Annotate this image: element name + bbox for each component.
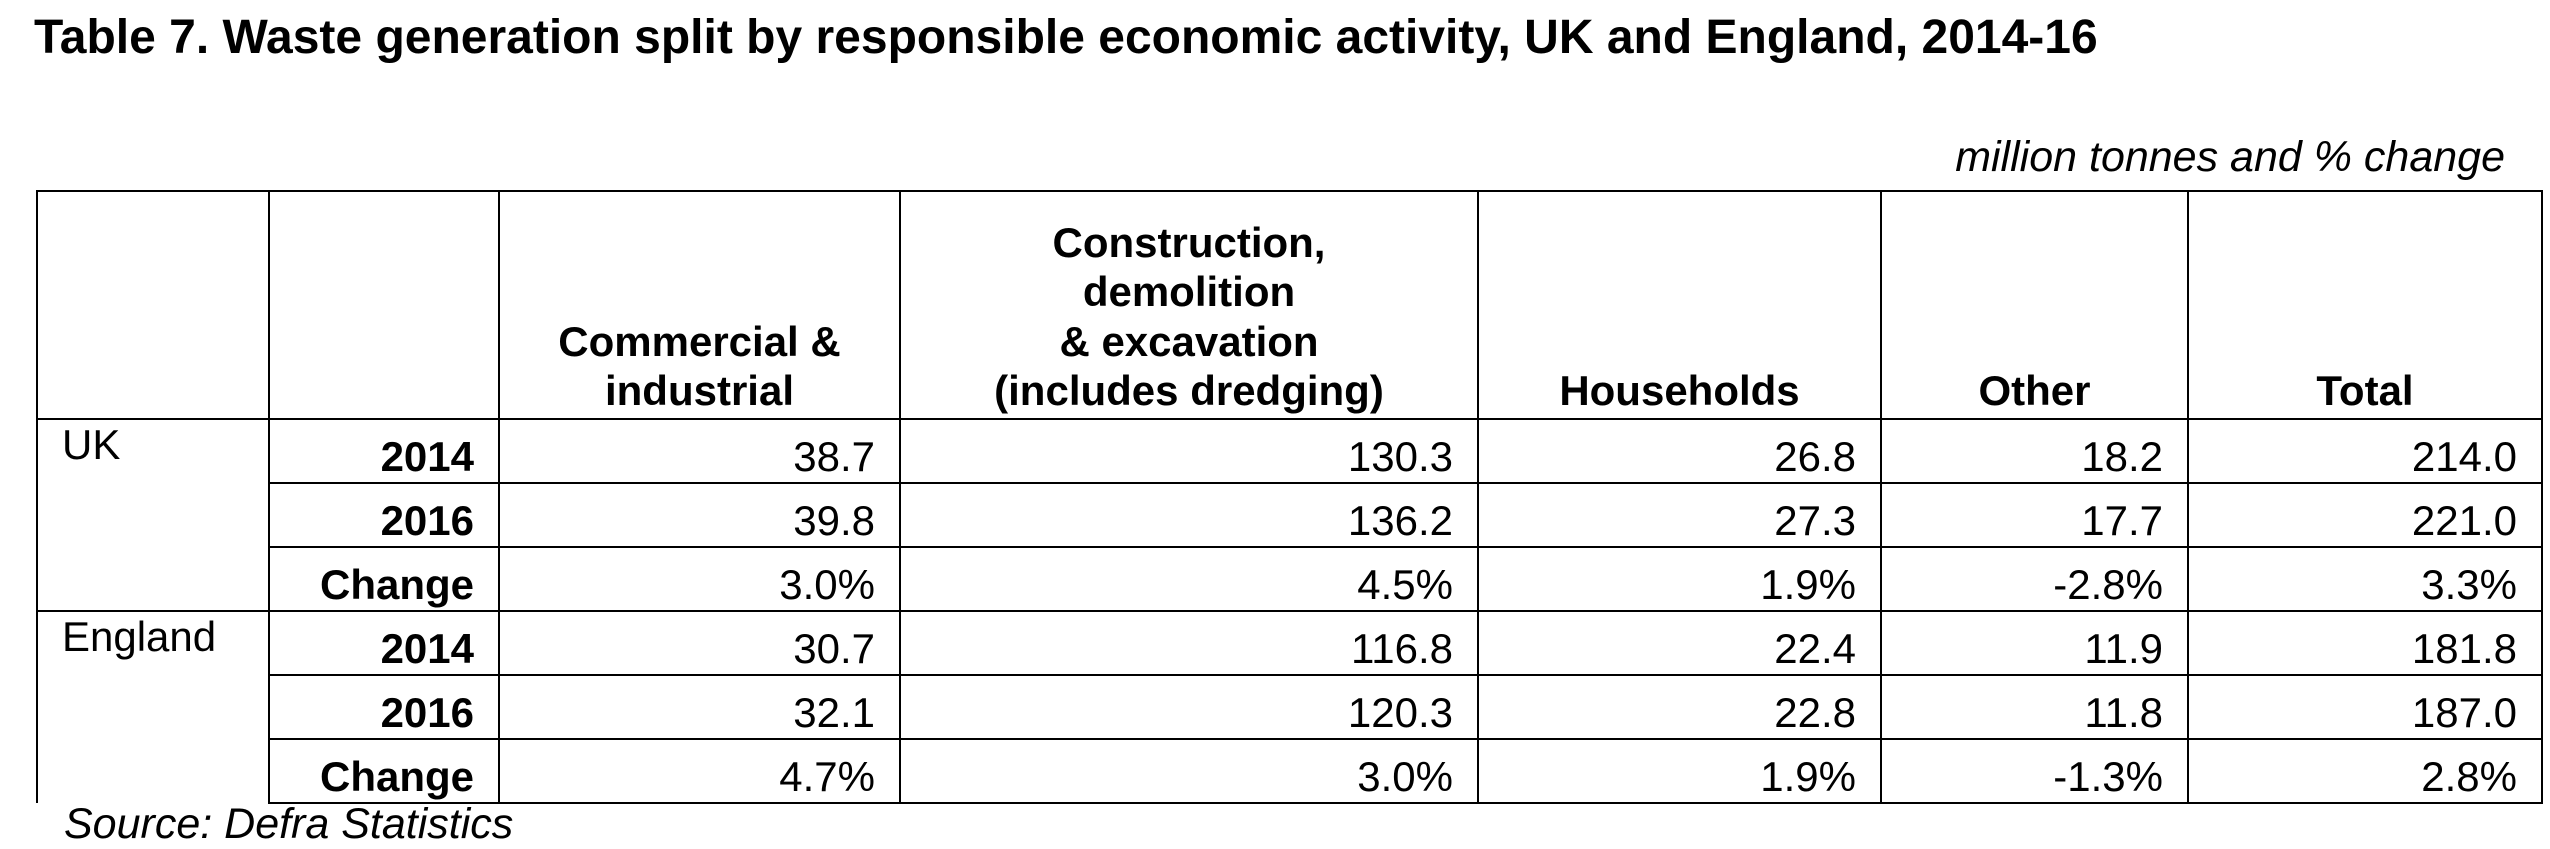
cell-value: -2.8% — [1880, 546, 2189, 612]
cell-value: 11.9 — [1880, 610, 2189, 676]
header-construction-line1: Construction, — [1052, 218, 1326, 266]
cell-value: 3.0% — [498, 546, 901, 612]
cell-value: 32.1 — [498, 674, 901, 740]
row-label: Change — [268, 546, 500, 612]
cell-value: 18.2 — [1880, 418, 2189, 484]
table-row: Change 3.0% 4.5% 1.9% -2.8% 3.3% — [37, 546, 2543, 612]
cell-value: 3.3% — [2187, 546, 2543, 612]
row-label: 2014 — [268, 418, 500, 484]
header-commercial-industrial: Commercial & industrial — [498, 190, 901, 420]
cell-value: 4.5% — [899, 546, 1479, 612]
cell-value: 116.8 — [899, 610, 1479, 676]
source-note: Source: Defra Statistics — [64, 800, 514, 848]
table-row: England 2014 30.7 116.8 22.4 11.9 181.8 — [36, 610, 2543, 803]
cell-value: 187.0 — [2187, 674, 2543, 740]
table-title: Table 7. Waste generation split by respo… — [34, 11, 2098, 64]
waste-table: Commercial & industrial Construction, de… — [36, 190, 2543, 804]
row-label: 2014 — [268, 610, 500, 676]
header-total: Total — [2187, 190, 2543, 420]
cell-value: 17.7 — [1880, 482, 2189, 548]
row-label: 2016 — [268, 674, 500, 740]
region-label: UK — [36, 418, 270, 611]
table-row: 2016 32.1 120.3 22.8 11.8 187.0 — [37, 674, 2543, 740]
header-region — [36, 190, 270, 420]
header-construction-line3: & excavation — [1059, 317, 1319, 365]
region-label: England — [36, 610, 270, 803]
cell-value: 22.4 — [1477, 610, 1882, 676]
cell-value: 1.9% — [1477, 738, 1882, 804]
cell-value: 3.0% — [899, 738, 1479, 804]
cell-value: 221.0 — [2187, 482, 2543, 548]
cell-value: 214.0 — [2187, 418, 2543, 484]
table-row: 2016 39.8 136.2 27.3 17.7 221.0 — [37, 482, 2543, 548]
cell-value: 30.7 — [498, 610, 901, 676]
header-year — [268, 190, 500, 420]
cell-value: 181.8 — [2187, 610, 2543, 676]
cell-value: 120.3 — [899, 674, 1479, 740]
cell-value: 4.7% — [498, 738, 901, 804]
cell-value: 27.3 — [1477, 482, 1882, 548]
cell-value: 1.9% — [1477, 546, 1882, 612]
cell-value: 38.7 — [498, 418, 901, 484]
header-construction-line4: (includes dredging) — [994, 367, 1384, 415]
cell-value: -1.3% — [1880, 738, 2189, 804]
header-other: Other — [1880, 190, 2189, 420]
cell-value: 136.2 — [899, 482, 1479, 548]
cell-value: 130.3 — [899, 418, 1479, 484]
cell-value: 26.8 — [1477, 418, 1882, 484]
table-row: Change 4.7% 3.0% 1.9% -1.3% 2.8% — [37, 738, 2543, 804]
header-construction: Construction, demolition & excavation (i… — [899, 190, 1479, 420]
cell-value: 22.8 — [1477, 674, 1882, 740]
header-construction-line2: demolition — [1082, 268, 1296, 316]
cell-value: 2.8% — [2187, 738, 2543, 804]
cell-value: 11.8 — [1880, 674, 2189, 740]
header-row: Commercial & industrial Construction, de… — [36, 190, 2543, 420]
cell-value: 39.8 — [498, 482, 901, 548]
header-households: Households — [1477, 190, 1882, 420]
units-note: million tonnes and % change — [1955, 133, 2505, 181]
table-row: UK 2014 38.7 130.3 26.8 18.2 214.0 — [36, 418, 2543, 611]
row-label: Change — [268, 738, 500, 804]
row-label: 2016 — [268, 482, 500, 548]
